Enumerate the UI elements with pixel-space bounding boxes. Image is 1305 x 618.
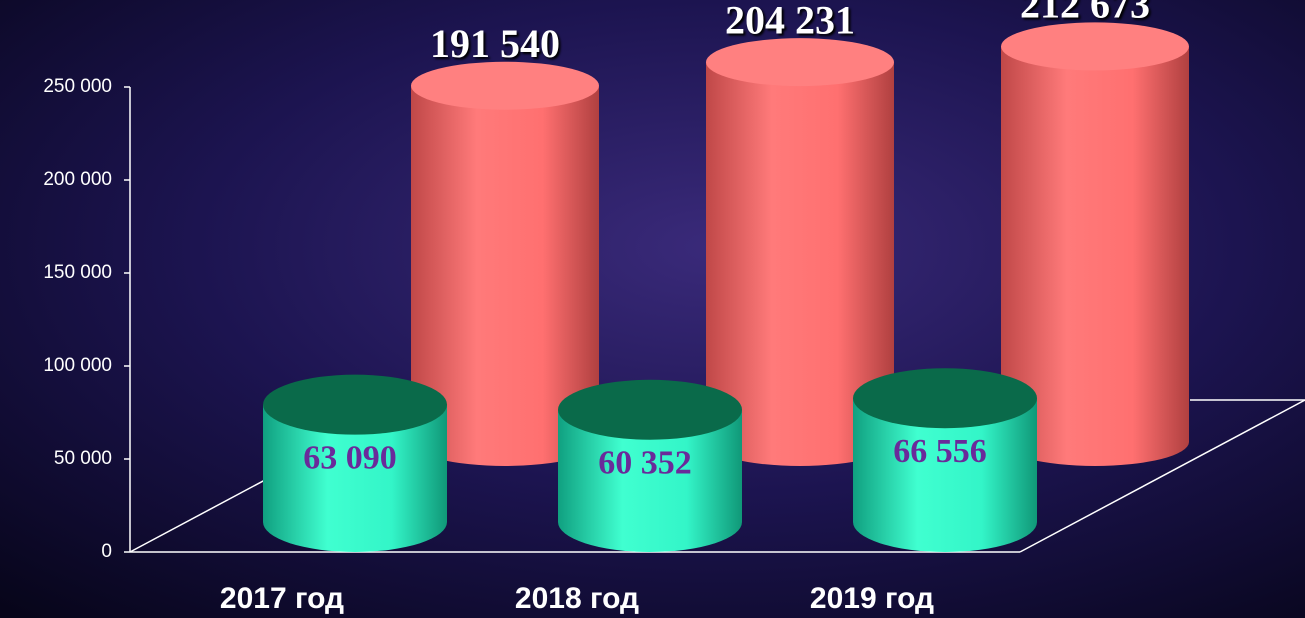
y-tick-label: 50 000 [54,448,112,469]
x-tick-label: 2017 год [220,582,344,615]
value-label: 204 231 [725,0,855,42]
y-tick-label: 0 [101,541,112,562]
y-tick-label: 150 000 [43,262,112,283]
cylinder [853,398,1037,552]
value-label: 212 673 [1020,0,1150,27]
y-tick-label: 250 000 [43,76,112,97]
cylinder-top [706,38,894,87]
x-tick-label: 2018 год [515,582,639,615]
cylinder-top [853,368,1037,429]
cylinder [558,409,742,552]
cylinder-top [411,61,599,110]
y-tick-label: 100 000 [43,355,112,376]
value-label: 191 540 [430,21,560,66]
cylinder [263,404,447,552]
cylinder-top [558,379,742,440]
cylinder [411,85,599,467]
x-tick-label: 2019 год [810,582,934,615]
y-tick-label: 200 000 [43,169,112,190]
value-label: 60 352 [598,445,692,482]
value-label: 63 090 [303,439,397,476]
cylinder [1001,46,1189,466]
cylinder-top [263,374,447,435]
cylinder [706,62,894,466]
cylinder-top [1001,22,1189,71]
value-label: 66 556 [893,433,987,470]
